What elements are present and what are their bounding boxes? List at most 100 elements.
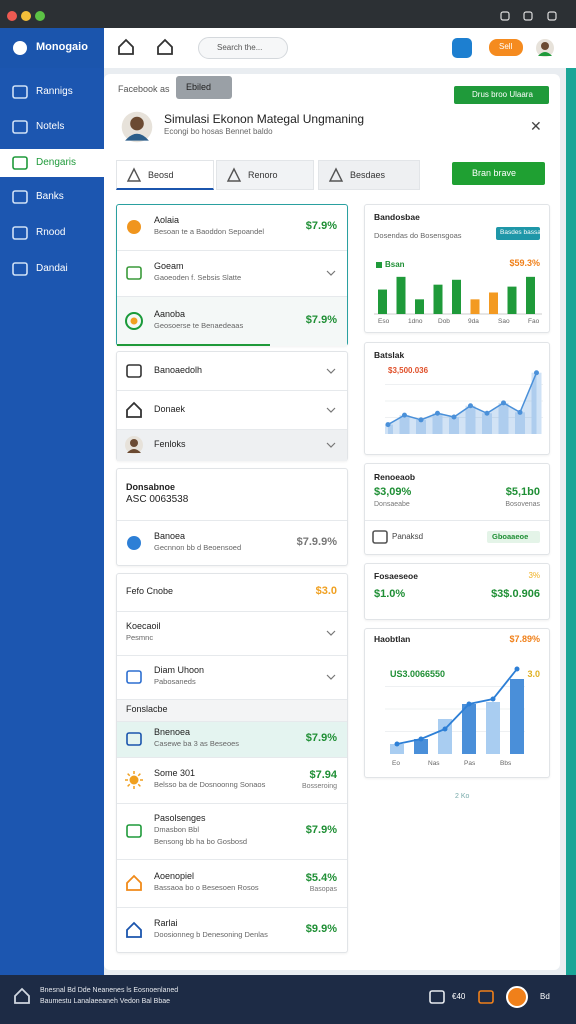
icon-shape [541,42,549,50]
tab[interactable] [318,160,420,190]
badge [496,227,540,240]
breadcrumb: Facebook as [118,84,170,94]
row-value-sub: Basopas [309,886,337,893]
bar [438,719,452,754]
row-subtitle: ASC 0063538 [126,494,189,505]
row-icon [126,732,142,746]
row-icon [126,670,142,684]
icon-shape [500,11,510,21]
sidebar-icon [12,226,28,240]
toolbar-icon [500,11,510,21]
bar [452,279,461,314]
row-title: Banoaedolh [154,364,203,375]
list-row-bg [117,297,347,346]
row-value: $5.4% [305,872,337,884]
icon-shape [127,773,131,777]
icon-shape [130,317,138,325]
widget-icon [372,530,388,544]
icon-shape [12,156,28,170]
bar [433,284,443,314]
line [396,668,518,745]
icon-shape [127,783,131,787]
column [399,415,410,434]
bar [396,276,406,314]
footer-icon [429,990,445,1004]
row-title: Fenloks [154,439,186,449]
point [385,422,391,428]
sidebar-active [0,149,104,177]
icon-shape [429,990,445,1004]
chevron [326,270,336,276]
divider [117,699,347,700]
sidebar-item[interactable]: Dengaris [36,157,77,168]
widget-value: $3,500.036 [388,366,429,375]
widget-title: Renoeaob [374,472,416,482]
icon-shape [12,262,28,276]
bar [510,679,524,754]
icon-shape [14,987,30,1004]
column [416,419,426,434]
sidebar-item[interactable]: Rnood [36,227,66,238]
line [387,372,538,426]
icon-shape [137,773,141,777]
notify-button[interactable] [452,38,472,58]
sell-button-label: Sell [499,42,513,51]
divider [117,520,347,521]
icon-shape [12,190,28,204]
x-tick-label: Pas [464,760,476,767]
list-row-bg [117,430,347,461]
chevron-shape [326,407,336,413]
row-icon [126,874,142,891]
row-icon [126,921,142,938]
divider [117,390,347,391]
point [402,412,407,418]
action-button-label: Drus broo Ulaara [472,90,533,99]
bar [486,702,500,754]
row-value: $3.0 [315,585,337,597]
footer-avatar[interactable] [506,986,528,1008]
profile-avatar [121,111,153,143]
search-placeholder: Search the... [217,43,263,52]
close-button[interactable]: ✕ [530,118,542,134]
tab[interactable] [216,160,314,190]
footer-text: Bnesnal Bd Dde Neanenes ls Eosnoenlaned [40,987,179,994]
column [482,413,492,434]
row-subtitle: Gecnnon bb d Beoensoed [154,543,242,552]
sell-button[interactable] [489,39,523,56]
row-value: $7.9% [305,824,337,836]
icon-shape [226,167,242,182]
sidebar-item[interactable]: Dandai [36,263,68,274]
icon-shape [523,11,533,21]
sidebar-item[interactable]: Notels [36,121,65,132]
divider [117,803,347,804]
sidebar-item[interactable]: Banks [36,191,64,202]
row-title: Aolaia [154,215,180,225]
sidebar [0,68,104,975]
row-subtitle: Belsso ba de Dosnoonng Sonaos [154,780,266,789]
sidebar-icon [12,156,28,170]
widget-value: $3,09% [374,486,412,498]
row-title: Donsabnoe [126,482,176,492]
page-subtitle: Econgi bo hosas Bennet baldo [164,127,273,136]
row-icon [126,824,142,838]
row-title: Diam Uhoon [154,665,205,675]
widget-title: Batslak [374,350,405,360]
widget-title: Fosaeseoe [374,571,418,581]
row-icon [126,266,142,280]
point [484,410,490,416]
area-chart [385,370,543,434]
primary-button[interactable] [452,162,545,185]
widget-value: $1.0% [374,588,406,600]
tab[interactable] [116,160,214,190]
badge [487,531,540,543]
tab-label: Renoro [248,170,278,180]
search-box[interactable] [198,37,288,59]
sidebar-item[interactable]: Rannigs [36,86,73,97]
point [490,696,496,702]
footer-label: Bd [540,992,550,1001]
bar [489,292,498,314]
app-logo [13,41,27,55]
action-button[interactable] [454,86,549,104]
point [466,701,472,707]
column [432,413,443,434]
